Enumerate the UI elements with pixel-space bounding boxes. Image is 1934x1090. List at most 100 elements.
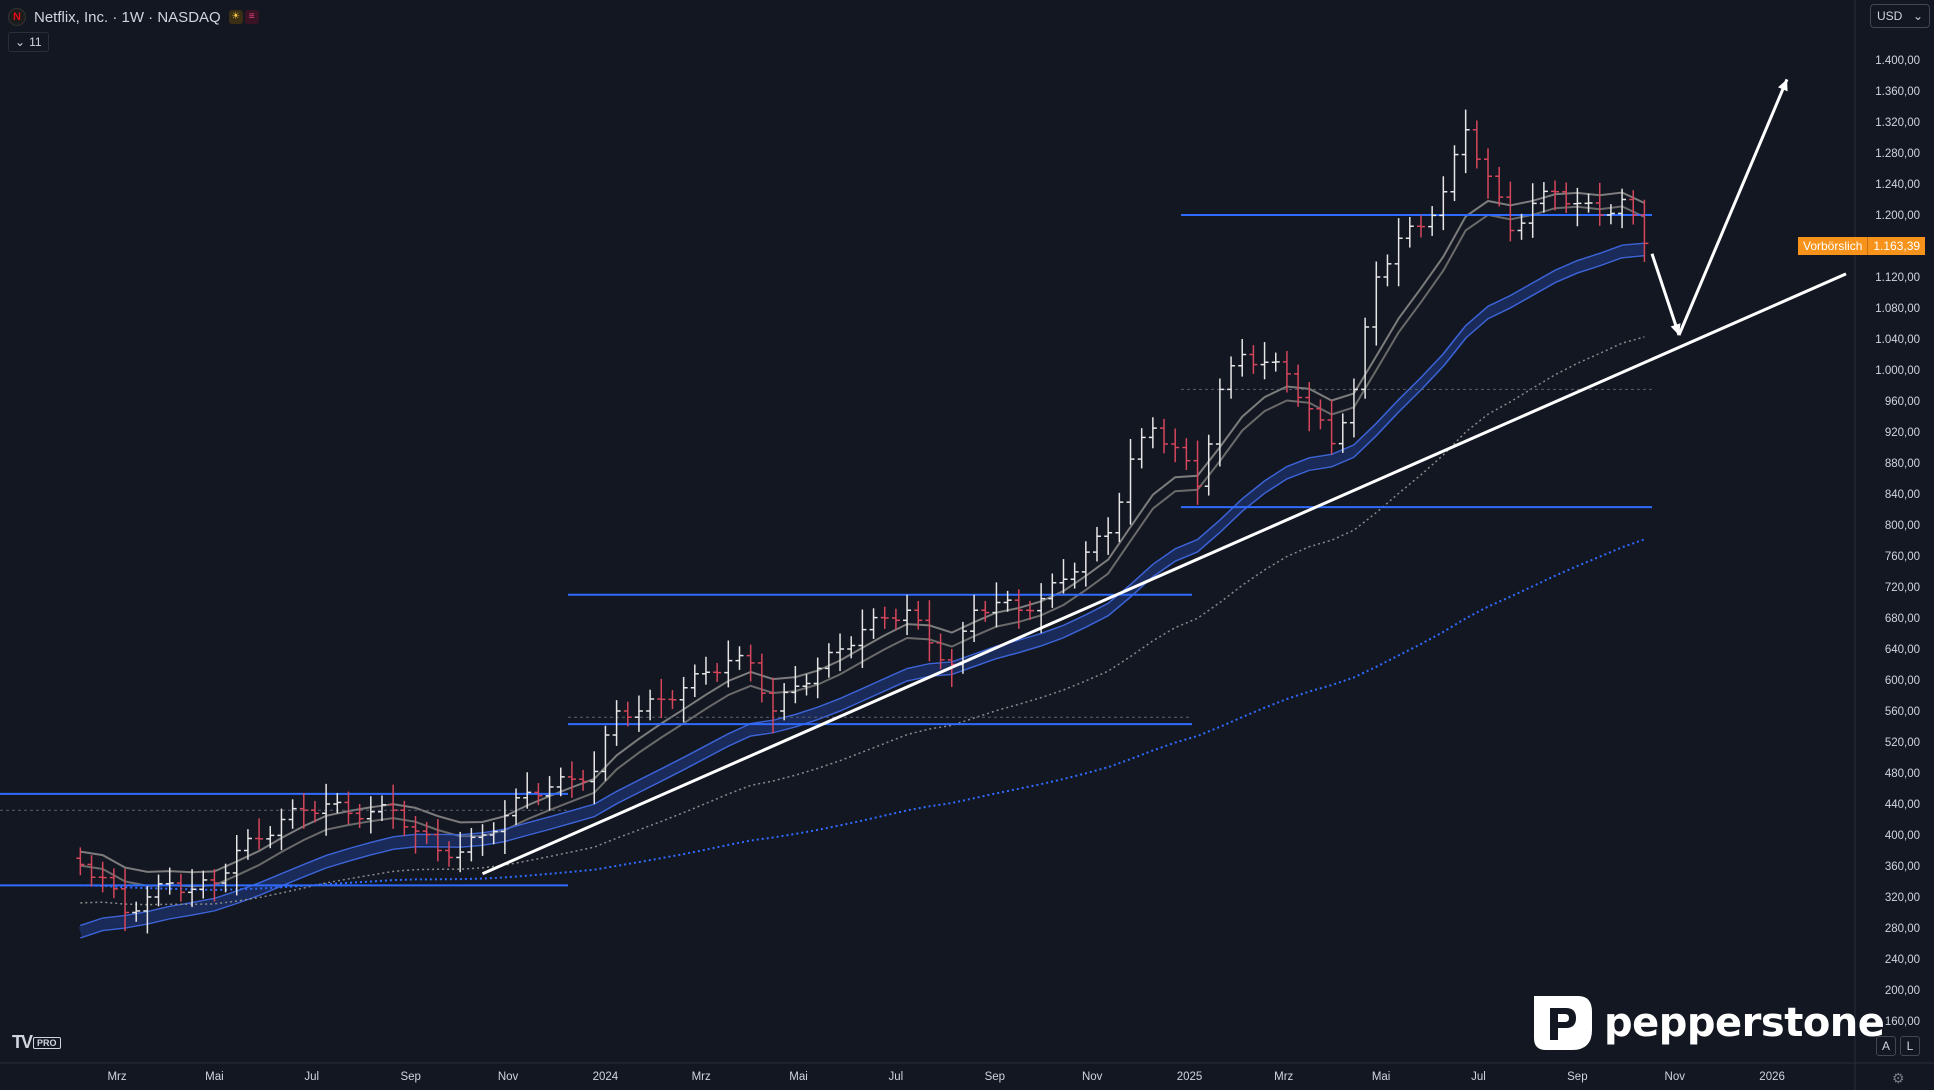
x-tick-label: Mai <box>205 1071 224 1083</box>
ohlc-bar-up <box>132 901 141 922</box>
ohlc-bar-down <box>757 653 766 703</box>
x-tick-label: 2025 <box>1177 1071 1203 1083</box>
ohlc-bar-up <box>802 674 811 696</box>
ohlc-bar-down <box>76 847 85 876</box>
symbol-header[interactable]: N Netflix, Inc. · 1W · NASDAQ ☀ ≡ <box>8 6 259 28</box>
tradingview-logo-icon: TV <box>12 1032 33 1052</box>
ohlc-bar-down <box>310 800 319 823</box>
ohlc-bar-down <box>389 784 398 829</box>
x-tick-label: Mrz <box>692 1071 711 1083</box>
y-tick-label: 880,00 <box>1885 458 1920 470</box>
ohlc-bar-up <box>1372 261 1381 346</box>
ohlc-bar-down <box>567 761 576 798</box>
ohlc-bar-up <box>377 795 386 822</box>
y-tick-label: 1.360,00 <box>1875 86 1920 98</box>
x-tick-label: Mai <box>789 1071 808 1083</box>
x-tick-label: Nov <box>498 1071 519 1083</box>
auto-scale-button[interactable]: A <box>1876 1036 1896 1056</box>
x-tick-label: Jul <box>889 1071 904 1083</box>
ohlc-bar-down <box>1193 440 1202 505</box>
ohlc-bar-down <box>1282 351 1291 393</box>
y-tick-label: 840,00 <box>1885 489 1920 501</box>
tradingview-tier-badge: PRO <box>33 1036 61 1049</box>
gear-icon[interactable]: ⚙ <box>1892 1070 1905 1086</box>
ohlc-bar-down <box>344 791 353 825</box>
ohlc-bar-down <box>1472 120 1481 169</box>
y-tick-label: 160,00 <box>1885 1016 1920 1028</box>
ohlc-bar-down <box>299 793 308 829</box>
market-status-icon: ≡ <box>244 10 259 24</box>
pepperstone-watermark: pepperstone <box>1528 992 1885 1054</box>
tradingview-logo[interactable]: TV PRO <box>12 1032 61 1053</box>
ohlc-bar-up <box>970 594 979 643</box>
x-tick-label: Sep <box>985 1071 1005 1083</box>
y-tick-label: 1.320,00 <box>1875 117 1920 129</box>
ohlc-bar-up <box>836 633 845 672</box>
ohlc-bar-down <box>1182 438 1191 470</box>
session-indicators[interactable]: ☀ ≡ <box>228 10 259 24</box>
ohlc-bar-down <box>422 821 431 844</box>
ohlc-bar-up <box>903 594 912 636</box>
currency-select[interactable]: USD ⌄ <box>1870 4 1930 28</box>
ohlc-bar-down <box>713 662 722 682</box>
netflix-logo-icon: N <box>8 8 26 26</box>
premarket-label: Vorbörslich <box>1798 237 1868 255</box>
ohlc-bar-up <box>1338 413 1347 453</box>
y-tick-label: 760,00 <box>1885 551 1920 563</box>
sma-dotted-blue-line <box>80 538 1645 891</box>
ema-fast-lower-line <box>80 205 1645 888</box>
ohlc-bar-up <box>288 799 297 829</box>
ohlc-bar-up <box>1260 342 1269 380</box>
ohlc-bar-up <box>1227 356 1236 399</box>
ohlc-bar-up <box>701 656 710 685</box>
ohlc-bar-down <box>936 633 945 670</box>
ohlc-bar-up <box>646 689 655 721</box>
y-tick-label: 360,00 <box>1885 861 1920 873</box>
ohlc-bar-up <box>143 886 152 934</box>
ohlc-bar-down <box>445 841 454 867</box>
ohlc-bar-down <box>657 678 666 718</box>
ohlc-bar-up <box>1618 188 1627 229</box>
y-tick-label: 400,00 <box>1885 830 1920 842</box>
x-tick-label: Jul <box>304 1071 319 1083</box>
ohlc-bar-down <box>98 861 107 893</box>
ohlc-bar-down <box>1249 345 1258 374</box>
ohlc-bar-up <box>1573 187 1582 227</box>
ohlc-bar-down <box>746 644 755 682</box>
ohlc-bar-up <box>277 808 286 851</box>
ohlc-bar-down <box>623 701 632 727</box>
ema-mid-lower-line <box>80 254 1645 939</box>
ohlc-bar-up <box>679 676 688 723</box>
ohlc-bar-up <box>735 646 744 670</box>
ohlc-bar-up <box>1271 352 1280 372</box>
projection-arrow-up[interactable] <box>1677 78 1789 336</box>
ohlc-bar-up <box>154 874 163 907</box>
arrow-shaft <box>1677 78 1789 336</box>
ohlc-bar-up <box>1405 216 1414 248</box>
ohlc-bar-up <box>366 796 375 834</box>
ohlc-bar-down <box>769 677 778 734</box>
ohlc-bar-up <box>1059 559 1068 594</box>
projection-arrow-down[interactable] <box>1650 253 1681 336</box>
ohlc-bar-down <box>87 855 96 887</box>
x-tick-label: Nov <box>1082 1071 1103 1083</box>
ohlc-bar-down <box>1595 182 1604 226</box>
ohlc-bar-up <box>724 640 733 688</box>
ohlc-bar-up <box>500 800 509 854</box>
ohlc-bar-down <box>1629 190 1638 225</box>
log-scale-button[interactable]: L <box>1900 1036 1920 1056</box>
x-tick-label: 2026 <box>1759 1071 1785 1083</box>
support-trendline[interactable] <box>481 272 1847 876</box>
ohlc-bar-down <box>1562 182 1571 214</box>
ohlc-bar-up <box>1428 206 1437 236</box>
indicators-toggle-button[interactable]: ⌄ 11 <box>8 32 49 52</box>
ohlc-bar-down <box>579 769 588 791</box>
ohlc-bar-up <box>512 788 521 825</box>
x-tick-label: Jul <box>1471 1071 1486 1083</box>
ohlc-bar-up <box>478 824 487 856</box>
ohlc-bar-up <box>1349 378 1358 438</box>
x-tick-label: Sep <box>400 1071 420 1083</box>
ohlc-bar-up <box>467 828 476 862</box>
